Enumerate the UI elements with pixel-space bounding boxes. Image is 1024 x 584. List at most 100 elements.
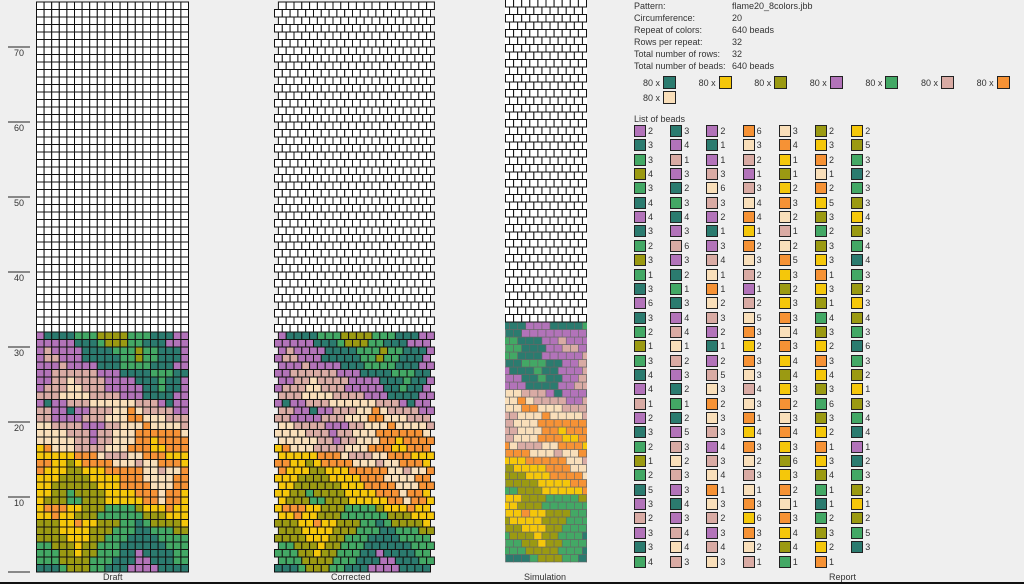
corrected-bead[interactable] — [340, 451, 350, 460]
simulation-bead[interactable] — [513, 89, 523, 98]
corrected-bead[interactable] — [359, 264, 369, 273]
draft-bead[interactable] — [127, 541, 136, 550]
draft-bead[interactable] — [66, 346, 75, 355]
corrected-bead[interactable] — [274, 39, 283, 48]
corrected-bead[interactable] — [348, 61, 357, 70]
draft-bead[interactable] — [104, 564, 114, 573]
corrected-bead[interactable] — [394, 1, 404, 10]
corrected-bead[interactable] — [313, 24, 322, 33]
simulation-bead[interactable] — [513, 329, 523, 338]
draft-bead[interactable] — [74, 496, 83, 505]
simulation-bead[interactable] — [505, 261, 511, 270]
simulation-bead[interactable] — [541, 126, 551, 135]
corrected-bead[interactable] — [348, 16, 357, 25]
draft-bead[interactable] — [66, 106, 75, 115]
draft-bead[interactable] — [180, 99, 189, 108]
simulation-bead[interactable] — [577, 119, 587, 128]
corrected-bead[interactable] — [391, 9, 400, 18]
draft-bead[interactable] — [36, 444, 45, 453]
draft-bead[interactable] — [81, 511, 91, 520]
simulation-bead[interactable] — [513, 119, 523, 128]
corrected-bead[interactable] — [355, 31, 365, 40]
corrected-bead[interactable] — [406, 189, 416, 198]
simulation-bead[interactable] — [578, 404, 587, 413]
draft-bead[interactable] — [81, 444, 91, 453]
simulation-bead[interactable] — [537, 89, 547, 98]
draft-bead[interactable] — [43, 489, 53, 498]
corrected-bead[interactable] — [359, 129, 369, 138]
corrected-bead[interactable] — [359, 354, 369, 363]
simulation-bead[interactable] — [513, 389, 523, 398]
simulation-bead[interactable] — [565, 276, 575, 285]
draft-bead[interactable] — [142, 339, 152, 348]
corrected-bead[interactable] — [328, 309, 338, 318]
simulation-bead[interactable] — [557, 291, 567, 300]
draft-bead[interactable] — [96, 234, 106, 243]
simulation-bead[interactable] — [561, 494, 571, 503]
simulation-bead[interactable] — [517, 531, 527, 540]
draft-bead[interactable] — [89, 204, 98, 213]
draft-bead[interactable] — [119, 46, 129, 55]
corrected-bead[interactable] — [313, 174, 322, 183]
draft-bead[interactable] — [172, 369, 182, 378]
corrected-bead[interactable] — [426, 106, 435, 115]
corrected-bead[interactable] — [398, 474, 408, 483]
draft-bead[interactable] — [127, 534, 136, 543]
simulation-bead[interactable] — [586, 269, 588, 278]
simulation-bead[interactable] — [529, 464, 539, 473]
simulation-bead[interactable] — [533, 171, 543, 180]
draft-bead[interactable] — [127, 564, 136, 573]
draft-bead[interactable] — [150, 369, 159, 378]
corrected-bead[interactable] — [367, 324, 377, 333]
corrected-bead[interactable] — [383, 159, 392, 168]
simulation-bead[interactable] — [565, 6, 575, 15]
corrected-bead[interactable] — [285, 331, 295, 340]
draft-bead[interactable] — [180, 541, 189, 550]
corrected-bead[interactable] — [426, 1, 435, 10]
corrected-bead[interactable] — [391, 174, 400, 183]
corrected-bead[interactable] — [391, 339, 400, 348]
corrected-bead[interactable] — [426, 316, 435, 325]
simulation-bead[interactable] — [541, 546, 551, 555]
draft-bead[interactable] — [81, 264, 91, 273]
draft-bead[interactable] — [81, 279, 91, 288]
simulation-bead[interactable] — [553, 479, 563, 488]
corrected-bead[interactable] — [371, 541, 381, 550]
draft-bead[interactable] — [51, 331, 60, 340]
corrected-bead[interactable] — [293, 256, 303, 265]
draft-bead[interactable] — [142, 234, 152, 243]
simulation-bead[interactable] — [525, 531, 535, 540]
simulation-bead[interactable] — [537, 149, 547, 158]
draft-bead[interactable] — [74, 331, 83, 340]
simulation-bead[interactable] — [541, 276, 551, 285]
simulation-bead[interactable] — [565, 231, 575, 240]
draft-bead[interactable] — [74, 106, 83, 115]
draft-bead[interactable] — [119, 474, 129, 483]
corrected-bead[interactable] — [274, 399, 283, 408]
draft-bead[interactable] — [51, 451, 60, 460]
draft-bead[interactable] — [127, 504, 136, 513]
draft-bead[interactable] — [157, 444, 167, 453]
simulation-bead[interactable] — [565, 426, 575, 435]
draft-bead[interactable] — [43, 241, 53, 250]
simulation-bead[interactable] — [525, 201, 535, 210]
simulation-bead[interactable] — [537, 374, 547, 383]
corrected-bead[interactable] — [391, 294, 400, 303]
corrected-bead[interactable] — [359, 144, 369, 153]
simulation-bead[interactable] — [549, 51, 559, 60]
simulation-bead[interactable] — [537, 284, 547, 293]
corrected-bead[interactable] — [371, 511, 381, 520]
corrected-bead[interactable] — [352, 114, 361, 123]
corrected-bead[interactable] — [402, 391, 412, 400]
corrected-bead[interactable] — [289, 549, 299, 558]
corrected-bead[interactable] — [289, 24, 299, 33]
corrected-bead[interactable] — [391, 444, 400, 453]
draft-bead[interactable] — [96, 519, 106, 528]
corrected-bead[interactable] — [418, 316, 428, 325]
corrected-bead[interactable] — [387, 331, 396, 340]
draft-bead[interactable] — [74, 61, 83, 70]
corrected-bead[interactable] — [379, 376, 389, 385]
draft-bead[interactable] — [104, 361, 114, 370]
corrected-bead[interactable] — [391, 144, 400, 153]
corrected-bead[interactable] — [375, 264, 385, 273]
